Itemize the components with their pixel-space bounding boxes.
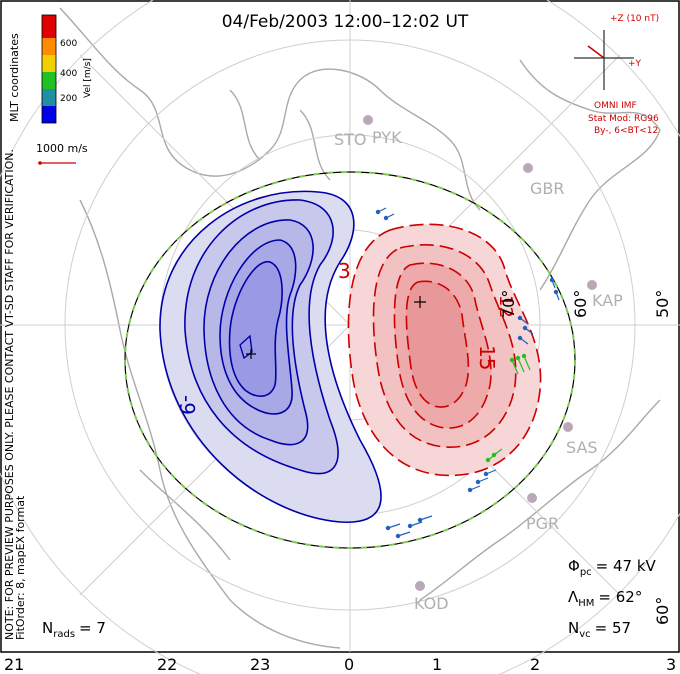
neg-contour-center <box>239 334 253 360</box>
colorbar-seg-5 <box>42 15 56 38</box>
mlt-tick-3: 3 <box>666 655 676 674</box>
colorbar-seg-2 <box>42 72 56 89</box>
pos-contour-label-15: 15 <box>475 345 499 370</box>
imf-dial: +Z (10 nT) +Y OMNI IMF Stat Mod: RG96 By… <box>574 14 659 136</box>
mlt-axis: 21 22 23 0 1 2 3 <box>4 655 676 674</box>
pos-contour-4 <box>405 280 470 408</box>
colorbar-label: Vel [m/s] <box>83 58 93 98</box>
station-kod: KOD <box>414 594 449 613</box>
imf-scale-label: +Z (10 nT) <box>610 14 659 24</box>
lat-label-60-a: 60° <box>571 290 590 318</box>
imf-vector <box>587 45 605 59</box>
fit-order-note: FitOrder: 8, mapEX format <box>14 495 27 640</box>
neg-contour-label: -9 <box>175 395 199 415</box>
imf-condition: By-, 6<BT<12 <box>594 126 658 136</box>
lat-label-50: 50° <box>653 290 672 318</box>
velocity-colorbar: 200 400 600 Vel [m/s] <box>41 14 93 124</box>
neg-min-marker <box>246 349 256 359</box>
colorbar-seg-0 <box>42 106 56 123</box>
station-sas: SAS <box>566 438 598 457</box>
coastline-map <box>59 7 661 649</box>
colorbar-seg-1 <box>42 89 56 106</box>
velocity-vectors <box>375 207 560 539</box>
mlt-tick-21: 21 <box>4 655 24 674</box>
imf-model: Stat Mod: RG96 <box>588 114 659 124</box>
colorbar-tick-400: 400 <box>60 69 77 79</box>
stat-phi-pc: Φpc = 47 kV <box>568 557 657 578</box>
stat-n-rads: Nrads = 7 <box>42 619 106 640</box>
neg-contour-5 <box>228 261 283 397</box>
station-pyk: PYK <box>372 128 402 147</box>
mlt-tick-0: 0 <box>344 655 354 674</box>
positive-cell: 3 15 12 <box>338 223 542 477</box>
stats-block: Φpc = 47 kV ΛHM = 62° Nvc = 57 Nrads = 7 <box>42 557 657 640</box>
latitude-labels: 60° 50° 60° 70° <box>499 290 672 625</box>
mlt-tick-1: 1 <box>432 655 442 674</box>
colorbar-seg-3 <box>42 55 56 72</box>
reference-vector: 1000 m/s <box>36 142 88 165</box>
pos-contour-label-12: 12 <box>495 295 516 318</box>
hm-boundary <box>124 171 576 549</box>
station-sto: STO <box>334 130 367 149</box>
stations: STO PYK GBR KAP SAS PGR KOD <box>334 115 623 613</box>
negative-cell: -9 <box>159 190 382 523</box>
mlt-tick-22: 22 <box>157 655 177 674</box>
pos-contour-label-3: 3 <box>338 259 351 283</box>
stat-lambda-hm: ΛHM = 62° <box>568 588 642 609</box>
colorbar-seg-4 <box>42 38 56 55</box>
mlt-tick-2: 2 <box>530 655 540 674</box>
map-title: 04/Feb/2003 12:00–12:02 UT <box>222 12 469 32</box>
colorbar-tick-200: 200 <box>60 94 77 104</box>
preview-note: NOTE: FOR PREVIEW PURPOSES ONLY. PLEASE … <box>3 149 16 640</box>
reference-vector-label: 1000 m/s <box>36 142 88 155</box>
mlt-tick-23: 23 <box>250 655 270 674</box>
plot-frame <box>0 0 680 653</box>
station-gbr: GBR <box>530 179 565 198</box>
stat-n-vc: Nvc = 57 <box>568 619 631 640</box>
station-pgr: PGR <box>526 514 559 533</box>
pos-max-marker <box>414 296 426 308</box>
imf-y-label: +Y <box>628 59 642 69</box>
coords-note: MLT coordinates <box>8 33 21 122</box>
lat-label-60-b: 60° <box>653 597 672 625</box>
imf-source: OMNI IMF <box>594 101 637 111</box>
station-kap: KAP <box>592 291 623 310</box>
colorbar-tick-600: 600 <box>60 39 77 49</box>
lat-label-70: 70° <box>499 290 518 318</box>
